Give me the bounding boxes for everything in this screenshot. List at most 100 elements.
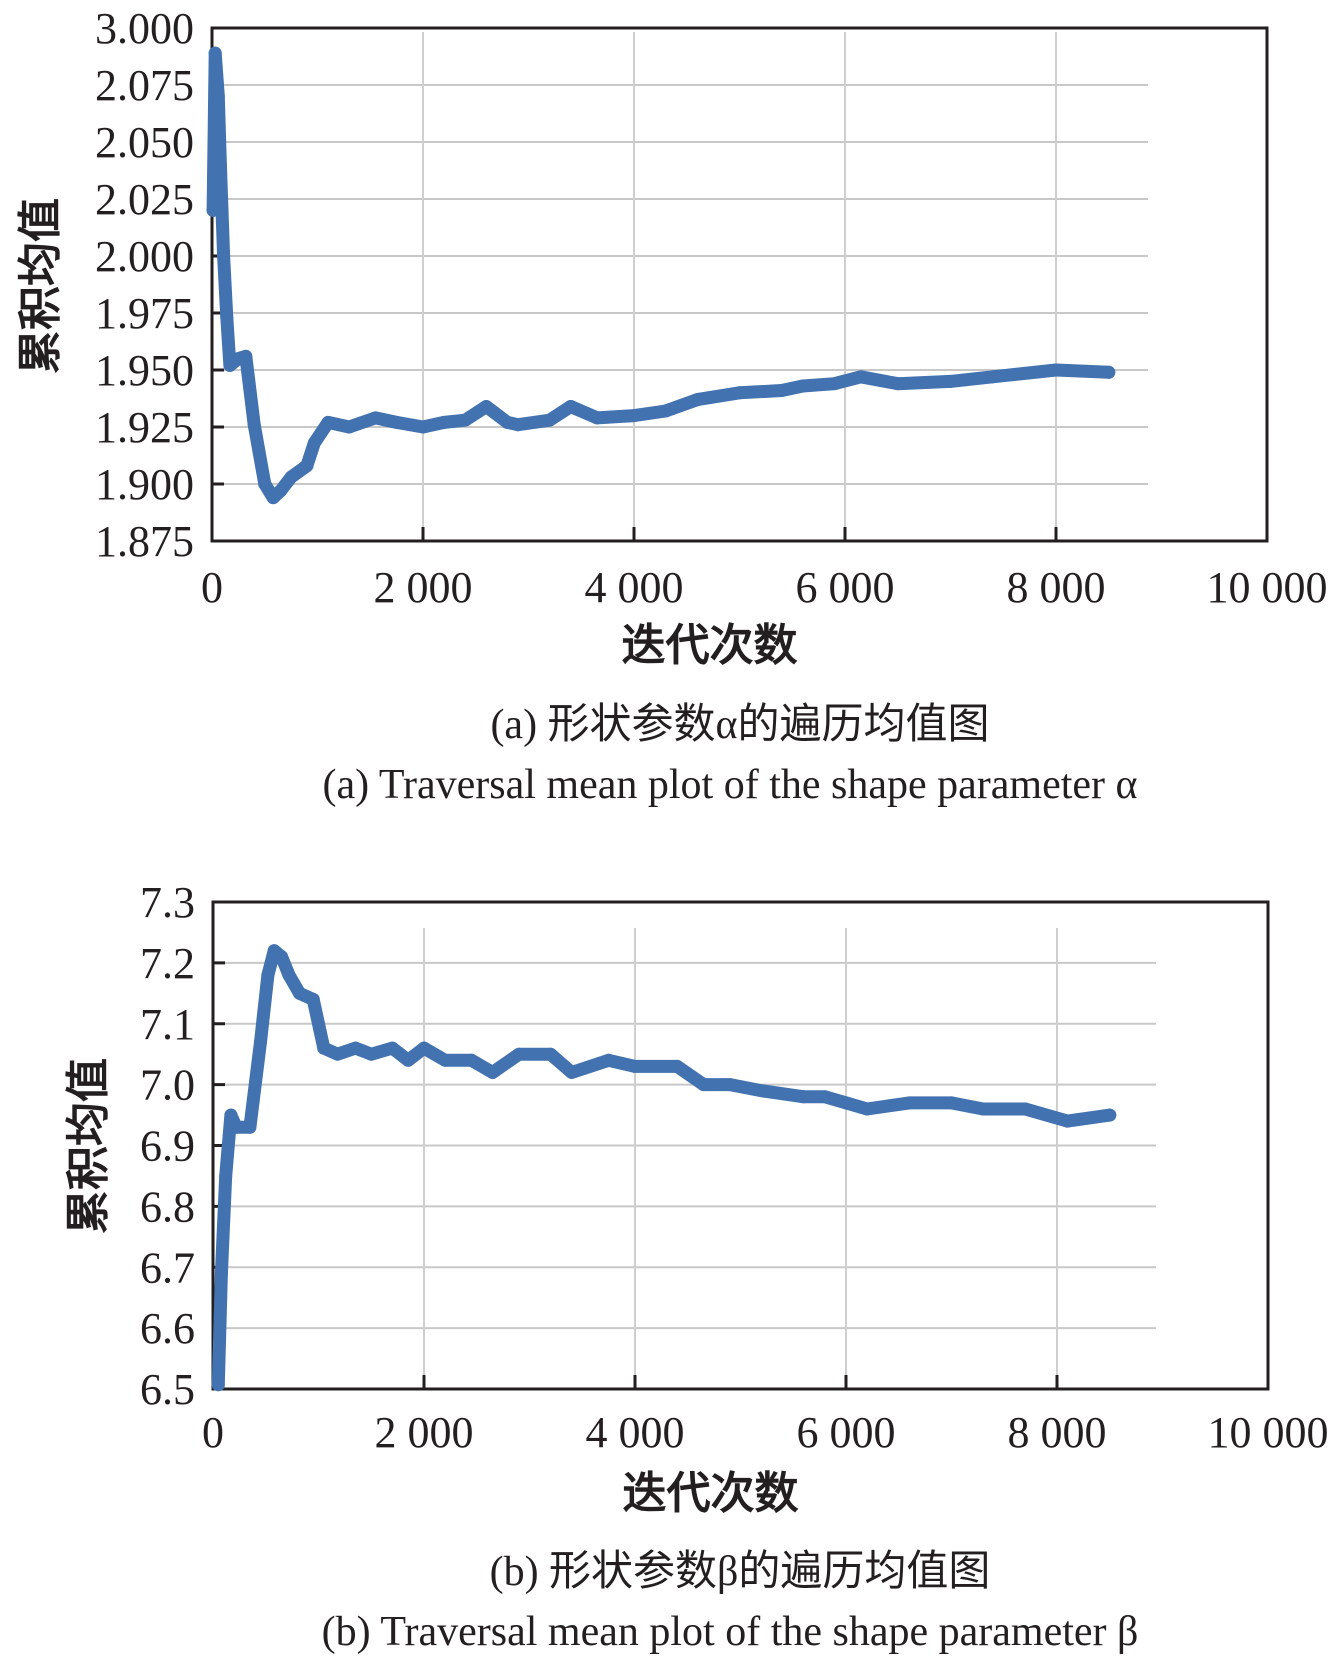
chart-beta: 6.5 6.6 6.7 6.8 6.9 7.0 7.1 7.2 7.3 0 2 000 4 000 6 … bbox=[63, 878, 1329, 1655]
data-point bbox=[512, 1047, 526, 1061]
data-point bbox=[247, 418, 261, 432]
data-point bbox=[261, 968, 275, 982]
y-tick-label: 6.9 bbox=[140, 1122, 195, 1171]
data-point bbox=[390, 415, 404, 429]
data-point bbox=[224, 1108, 238, 1122]
data-point bbox=[755, 1084, 769, 1098]
data-point bbox=[1102, 365, 1116, 379]
x-tick-label: 0 bbox=[202, 1408, 224, 1457]
data-point bbox=[944, 374, 957, 388]
x-tick-label: 0 bbox=[201, 563, 223, 612]
data-point bbox=[1061, 1114, 1075, 1128]
data-point bbox=[902, 1096, 916, 1110]
data-point bbox=[543, 413, 557, 427]
data-point bbox=[986, 370, 1000, 384]
data-point bbox=[321, 415, 335, 429]
y-tick-label: 6.6 bbox=[140, 1304, 195, 1353]
data-point bbox=[818, 1090, 832, 1104]
data-point bbox=[565, 1065, 579, 1079]
y-tick-label: 6.7 bbox=[140, 1243, 195, 1292]
data-point bbox=[697, 1078, 711, 1092]
data-point bbox=[417, 1041, 431, 1055]
data-point bbox=[274, 484, 288, 498]
x-tick-label: 8 000 bbox=[1007, 563, 1106, 612]
data-point bbox=[839, 1096, 853, 1110]
data-point bbox=[438, 1053, 452, 1067]
data-point bbox=[627, 409, 641, 423]
caption-chinese: (a) 形状参数α的遍历均值图 bbox=[490, 701, 989, 748]
data-point bbox=[208, 46, 222, 60]
x-tick-label: 2 000 bbox=[375, 1408, 474, 1457]
y-tick-label: 7.3 bbox=[140, 878, 195, 927]
y-tick-label: 1.875 bbox=[95, 517, 194, 566]
data-point bbox=[733, 386, 746, 400]
data-point bbox=[1018, 1102, 1032, 1116]
data-point bbox=[243, 1120, 257, 1134]
data-point bbox=[464, 1053, 478, 1067]
data-point bbox=[211, 1378, 225, 1392]
data-point bbox=[976, 1102, 990, 1116]
y-tick-label: 1.900 bbox=[95, 460, 194, 509]
x-tick-label: 6 000 bbox=[797, 1408, 896, 1457]
data-point bbox=[690, 393, 704, 407]
data-point bbox=[307, 436, 321, 450]
x-tick-label: 4 000 bbox=[585, 563, 684, 612]
data-point bbox=[1049, 363, 1063, 377]
data-point bbox=[590, 411, 604, 425]
data-point bbox=[275, 950, 289, 964]
data-point bbox=[458, 413, 472, 427]
caption-english: (b) Traversal mean plot of the shape par… bbox=[322, 1609, 1139, 1655]
data-point bbox=[891, 377, 905, 391]
data-point bbox=[401, 1053, 415, 1067]
data-point bbox=[775, 384, 789, 398]
data-point bbox=[544, 1047, 558, 1061]
data-point bbox=[860, 1102, 874, 1116]
data-point bbox=[796, 379, 810, 393]
series-line-beta bbox=[211, 944, 1117, 1392]
data-point bbox=[945, 1096, 958, 1110]
y-tick-label: 1.925 bbox=[95, 403, 194, 452]
caption-english: (a) Traversal mean plot of the shape par… bbox=[322, 762, 1137, 808]
data-point bbox=[284, 470, 298, 484]
data-point bbox=[628, 1059, 642, 1073]
data-point bbox=[348, 1041, 362, 1055]
y-tick-label: 6.8 bbox=[140, 1182, 195, 1231]
data-point bbox=[214, 1266, 228, 1280]
y-tick-label: 7.0 bbox=[140, 1061, 195, 1110]
data-point bbox=[219, 1169, 233, 1183]
data-point bbox=[317, 1041, 331, 1055]
data-point bbox=[229, 1120, 243, 1134]
data-point bbox=[1103, 1108, 1117, 1122]
data-point bbox=[723, 1078, 737, 1092]
y-tick-label: 7.1 bbox=[140, 1000, 195, 1049]
x-tick-label: 2 000 bbox=[374, 563, 473, 612]
y-tick-label: 2.000 bbox=[95, 232, 194, 281]
y-tick-label: 2.050 bbox=[95, 118, 194, 167]
data-point bbox=[213, 158, 227, 172]
x-axis-title: 迭代次数 bbox=[623, 1468, 799, 1519]
data-point bbox=[797, 1090, 811, 1104]
data-point bbox=[330, 1047, 344, 1061]
data-point bbox=[293, 986, 307, 1000]
data-point bbox=[206, 203, 220, 217]
data-point bbox=[659, 404, 673, 418]
x-axis-title: 迭代次数 bbox=[622, 620, 798, 671]
data-point bbox=[416, 420, 430, 434]
y-tick-label: 1.975 bbox=[95, 289, 194, 338]
y-tick-label: 7.2 bbox=[140, 939, 195, 988]
y-axis-title: 累积均值 bbox=[15, 198, 66, 374]
x-tick-label: 6 000 bbox=[796, 563, 895, 612]
data-point bbox=[486, 1065, 500, 1079]
data-point bbox=[282, 968, 296, 982]
x-tick-label: 10 000 bbox=[1208, 1408, 1329, 1457]
data-point bbox=[211, 89, 225, 103]
data-point bbox=[385, 1041, 399, 1055]
data-point bbox=[437, 415, 451, 429]
data-point bbox=[220, 311, 234, 325]
caption-chinese: (b) 形状参数β的遍历均值图 bbox=[490, 1548, 991, 1595]
x-tick-label: 8 000 bbox=[1008, 1408, 1107, 1457]
chart-alpha: 1.875 1.900 1.925 1.950 1.975 2.000 2.025 2.050… bbox=[15, 4, 1328, 808]
data-point bbox=[500, 415, 514, 429]
data-point bbox=[239, 349, 253, 363]
